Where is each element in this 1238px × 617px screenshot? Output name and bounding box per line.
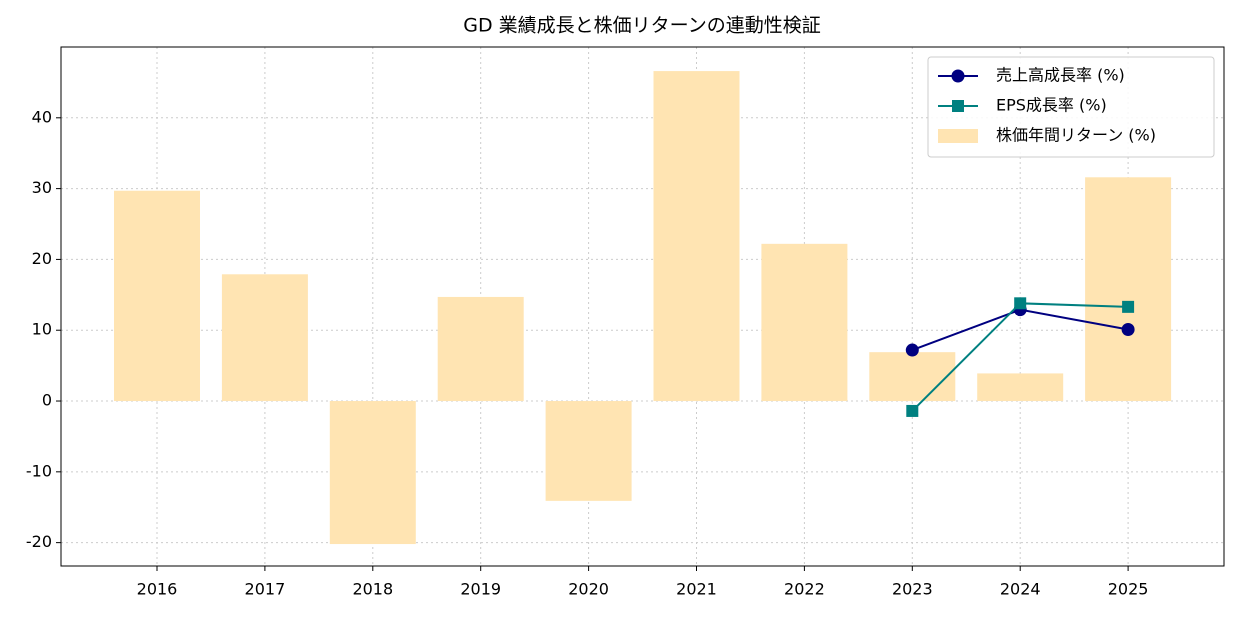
marker xyxy=(905,343,919,357)
x-tick-label: 2023 xyxy=(892,580,933,599)
marker xyxy=(1121,323,1135,337)
legend-label: EPS成長率 (%) xyxy=(996,96,1107,115)
marker xyxy=(1014,297,1027,310)
bar xyxy=(1085,177,1172,402)
y-tick-label: 0 xyxy=(42,391,52,410)
bar xyxy=(329,401,416,545)
x-tick-label: 2019 xyxy=(460,580,501,599)
bar xyxy=(869,352,956,402)
marker xyxy=(906,404,919,417)
chart-title: GD 業績成長と株価リターンの連動性検証 xyxy=(463,15,820,37)
y-tick-label: -20 xyxy=(26,532,52,551)
x-tick-label: 2020 xyxy=(568,580,609,599)
y-tick-label: 10 xyxy=(32,320,52,339)
legend-box xyxy=(927,56,1215,158)
bar xyxy=(221,274,308,402)
bar xyxy=(977,373,1064,402)
marker xyxy=(1122,300,1135,313)
x-tick-label: 2024 xyxy=(1000,580,1041,599)
x-tick-label: 2022 xyxy=(784,580,825,599)
bar xyxy=(437,296,524,402)
bar xyxy=(761,243,848,402)
x-tick-label: 2016 xyxy=(137,580,178,599)
plot-frame xyxy=(60,46,1225,567)
bar xyxy=(653,71,740,402)
bar xyxy=(545,401,632,501)
y-tick-label: 30 xyxy=(32,178,52,197)
bar xyxy=(114,190,200,402)
x-tick-label: 2021 xyxy=(676,580,717,599)
x-tick-label: 2017 xyxy=(245,580,286,599)
x-tick-label: 2018 xyxy=(352,580,393,599)
legend-label: 株価年間リターン (%) xyxy=(996,126,1156,145)
x-tick-label: 2025 xyxy=(1108,580,1149,599)
y-tick-label: 20 xyxy=(32,249,52,268)
legend-swatch xyxy=(938,129,978,143)
legend-label: 売上高成長率 (%) xyxy=(996,66,1125,85)
y-tick-label: 40 xyxy=(32,107,52,126)
legend-marker xyxy=(951,69,965,83)
y-tick-label: -10 xyxy=(26,461,52,480)
legend-marker xyxy=(952,100,964,112)
